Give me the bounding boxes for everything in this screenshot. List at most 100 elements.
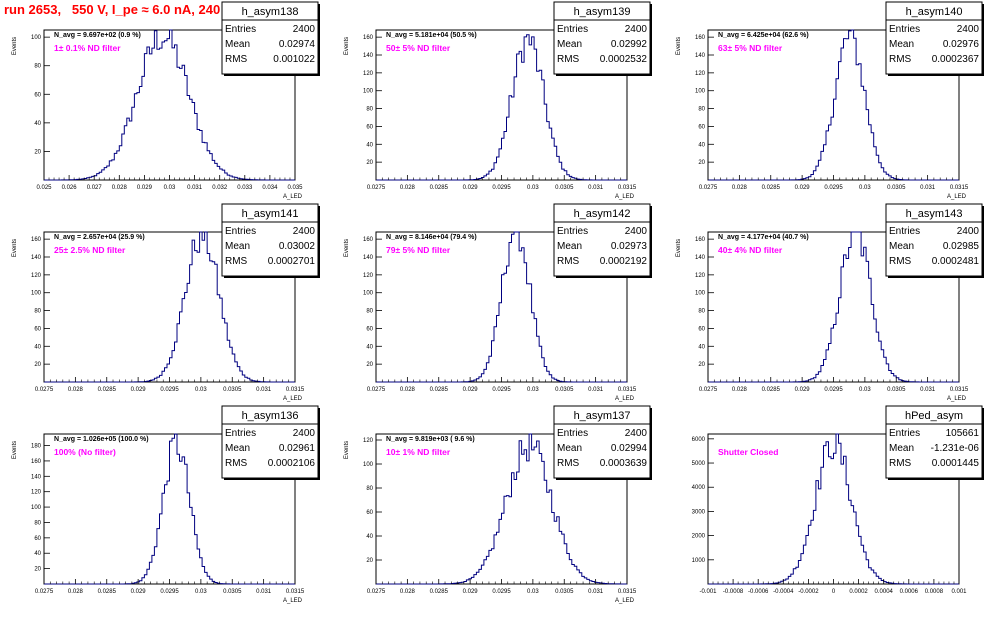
navg-label: N_avg = 6.425e+04 (62.6 %) bbox=[718, 32, 809, 39]
y-tick-label: 40 bbox=[698, 344, 705, 350]
x-tick-label: 0.029 bbox=[463, 185, 479, 191]
x-tick-label: 0.0295 bbox=[492, 185, 511, 191]
stats-entries-value: 2400 bbox=[625, 226, 648, 237]
x-tick-label: 0.035 bbox=[287, 185, 303, 191]
stats-entries-label: Entries bbox=[225, 428, 256, 439]
stats-box bbox=[221, 1, 319, 75]
histogram-series bbox=[376, 433, 627, 585]
y-tick-label: 120 bbox=[31, 490, 42, 496]
y-tick-label: 1000 bbox=[692, 558, 706, 564]
stats-rms-label: RMS bbox=[889, 256, 912, 267]
stats-entries-label: Entries bbox=[889, 428, 920, 439]
filter-annotation: 10± 1% ND filter bbox=[386, 447, 451, 457]
y-tick-label: 20 bbox=[366, 160, 373, 166]
navg-label: N_avg = 9.819e+03 ( 9.6 %) bbox=[386, 436, 475, 443]
x-tick-label: 0.0305 bbox=[555, 589, 574, 595]
x-tick-label: 0.031 bbox=[187, 185, 203, 191]
y-tick-label: 20 bbox=[698, 362, 705, 368]
y-tick-label: 2000 bbox=[692, 534, 706, 540]
stats-rms-label: RMS bbox=[557, 54, 580, 65]
y-axis-title: Events bbox=[12, 239, 18, 257]
y-tick-label: 20 bbox=[34, 567, 41, 573]
stats-rms-value: 0.0002192 bbox=[600, 256, 648, 267]
x-tick-label: 0.0295 bbox=[492, 589, 511, 595]
y-tick-label: 80 bbox=[698, 309, 705, 315]
x-tick-label: 0.0295 bbox=[492, 387, 511, 393]
x-tick-label: 0.028 bbox=[68, 387, 84, 393]
filter-annotation: 50± 5% ND filter bbox=[386, 43, 451, 53]
x-tick-label: 0.0285 bbox=[430, 185, 449, 191]
x-tick-label: 0.0295 bbox=[160, 589, 179, 595]
x-tick-label: 0.0305 bbox=[223, 589, 242, 595]
y-tick-label: 100 bbox=[31, 35, 42, 41]
y-tick-label: 120 bbox=[695, 71, 706, 77]
y-tick-label: 80 bbox=[34, 64, 41, 70]
x-tick-label: 0.028 bbox=[400, 185, 416, 191]
stats-rms-label: RMS bbox=[225, 256, 248, 267]
x-tick-label: -0.0002 bbox=[798, 589, 819, 595]
x-tick-label: 0.028 bbox=[732, 185, 748, 191]
y-tick-label: 80 bbox=[698, 107, 705, 113]
y-tick-label: 80 bbox=[366, 486, 373, 492]
navg-label: N_avg = 9.697e+02 (0.9 %) bbox=[54, 32, 141, 39]
y-tick-label: 160 bbox=[31, 459, 42, 465]
y-tick-label: 100 bbox=[31, 291, 42, 297]
stats-mean-value: 0.02961 bbox=[279, 443, 316, 454]
stats-rms-value: 0.0001445 bbox=[932, 458, 980, 469]
y-tick-label: 40 bbox=[34, 121, 41, 127]
y-tick-label: 20 bbox=[34, 362, 41, 368]
histogram-title: h_asym141 bbox=[242, 208, 299, 220]
stats-mean-label: Mean bbox=[889, 241, 914, 252]
x-tick-label: 0.0275 bbox=[35, 589, 54, 595]
y-tick-label: 100 bbox=[695, 291, 706, 297]
y-tick-label: 20 bbox=[366, 362, 373, 368]
stats-box bbox=[553, 405, 651, 479]
stats-entries-value: 2400 bbox=[957, 24, 980, 35]
y-axis-title: Events bbox=[344, 239, 350, 257]
x-tick-label: 0.0002 bbox=[849, 589, 868, 595]
histogram-title: h_asym136 bbox=[242, 410, 299, 422]
x-tick-label: 0.0315 bbox=[618, 589, 637, 595]
stats-mean-value: 0.02994 bbox=[611, 443, 648, 454]
x-tick-label: 0.029 bbox=[137, 185, 153, 191]
stats-mean-label: Mean bbox=[225, 241, 250, 252]
histogram-series bbox=[44, 433, 295, 585]
filter-annotation: 40± 4% ND filter bbox=[718, 245, 783, 255]
y-tick-label: 20 bbox=[366, 558, 373, 564]
stats-rms-label: RMS bbox=[557, 458, 580, 469]
filter-annotation: 100% (No filter) bbox=[54, 447, 116, 457]
x-tick-label: 0.03 bbox=[859, 387, 871, 393]
x-tick-label: 0.0315 bbox=[950, 387, 969, 393]
y-axis-title: Events bbox=[12, 441, 18, 459]
navg-label: N_avg = 5.181e+04 (50.5 %) bbox=[386, 32, 477, 39]
stats-box bbox=[885, 203, 983, 277]
y-tick-label: 160 bbox=[31, 237, 42, 243]
filter-annotation: Shutter Closed bbox=[718, 447, 778, 457]
x-tick-label: 0.0305 bbox=[555, 387, 574, 393]
histogram-title: h_asym142 bbox=[574, 208, 631, 220]
x-tick-label: 0.0285 bbox=[430, 387, 449, 393]
y-tick-label: 140 bbox=[31, 474, 42, 480]
stats-entries-label: Entries bbox=[889, 24, 920, 35]
x-tick-label: 0.03 bbox=[527, 185, 539, 191]
x-tick-label: 0.03 bbox=[164, 185, 176, 191]
x-tick-label: 0.0275 bbox=[699, 185, 718, 191]
stats-entries-label: Entries bbox=[557, 226, 588, 237]
histogram-pad: 0.025 0.026 0.027 0.028 0.029 0.03 0.031 0.032 0… bbox=[12, 1, 320, 200]
stats-entries-value: 2400 bbox=[625, 24, 648, 35]
stats-mean-value: 0.02973 bbox=[611, 241, 648, 252]
x-tick-label: 0.025 bbox=[36, 185, 52, 191]
x-tick-label: 0.031 bbox=[920, 387, 936, 393]
x-tick-label: 0.0305 bbox=[887, 185, 906, 191]
x-tick-label: -0.0008 bbox=[723, 589, 744, 595]
x-tick-label: 0.0315 bbox=[286, 387, 305, 393]
x-tick-label: 0.0275 bbox=[367, 387, 386, 393]
y-tick-label: 160 bbox=[363, 237, 374, 243]
x-tick-label: 0.028 bbox=[732, 387, 748, 393]
x-axis-title: A_LED bbox=[283, 396, 303, 402]
y-tick-label: 80 bbox=[34, 309, 41, 315]
y-axis-title: Events bbox=[12, 37, 18, 55]
x-tick-label: -0.001 bbox=[699, 589, 717, 595]
y-tick-label: 120 bbox=[695, 273, 706, 279]
stats-rms-value: 0.0002481 bbox=[932, 256, 980, 267]
